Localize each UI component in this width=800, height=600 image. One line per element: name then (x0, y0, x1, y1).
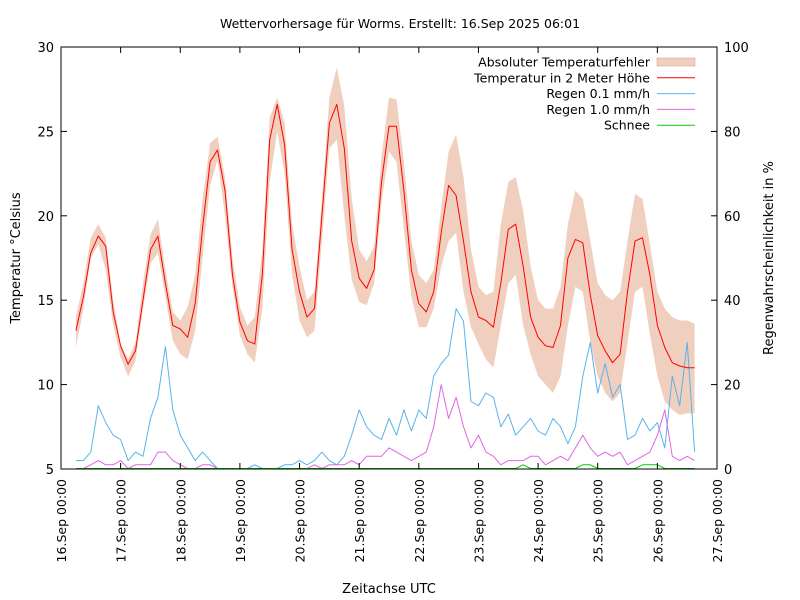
y-tick-label: 30 (37, 41, 54, 56)
legend-label: Schnee (604, 118, 650, 133)
y2-tick-label: 0 (724, 463, 732, 478)
legend-label: Regen 1.0 mm/h (546, 102, 650, 117)
y2-tick-label: 80 (724, 125, 741, 140)
y-tick-label: 20 (37, 210, 54, 225)
series-line-regen-1-0-mm-h (75, 384, 695, 469)
legend-swatch (656, 57, 696, 67)
y-axis-left: 5 10 15 20 25 30 (37, 41, 67, 478)
x-tick-label: 23.Sep 00:00 (471, 479, 486, 562)
y-axis-right: 0 20 40 60 80 100 (711, 41, 749, 478)
y-tick-label: 10 (37, 379, 54, 394)
y2-axis-label: Regenwahrscheinlichkeit in % (762, 161, 777, 355)
plot-area (75, 67, 696, 469)
series-line-temperatur-in-2-meter-h-he (75, 103, 695, 369)
y-tick-label: 5 (46, 463, 54, 478)
y2-tick-label: 60 (724, 210, 741, 225)
legend-label: Temperatur in 2 Meter Höhe (473, 70, 650, 85)
x-tick-label: 25.Sep 00:00 (591, 479, 606, 562)
series-line-schnee (75, 464, 695, 469)
x-axis-label: Zeitachse UTC (342, 582, 436, 597)
x-tick-label: 26.Sep 00:00 (650, 479, 665, 562)
chart-title: Wettervorhersage für Worms. Erstellt: 16… (220, 16, 580, 31)
y2-tick-label: 100 (724, 41, 749, 56)
x-tick-label: 16.Sep 00:00 (54, 479, 69, 562)
legend-label: Absoluter Temperaturfehler (478, 55, 651, 70)
x-tick-label: 17.Sep 00:00 (114, 479, 129, 562)
series-band-absoluter-temperaturfehler (75, 67, 695, 416)
series-line-regen-0-1-mm-h (75, 308, 696, 469)
x-tick-label: 19.Sep 00:00 (233, 479, 248, 562)
y-axis-label: Temperatur °Celsius (9, 192, 24, 325)
x-tick-label: 18.Sep 00:00 (173, 479, 188, 562)
x-tick-label: 22.Sep 00:00 (412, 479, 427, 562)
x-tick-label: 20.Sep 00:00 (293, 479, 308, 562)
plot-frame (60, 46, 718, 470)
x-tick-label: 27.Sep 00:00 (710, 479, 725, 562)
legend-label: Regen 0.1 mm/h (546, 86, 650, 101)
y2-tick-label: 40 (724, 294, 741, 309)
y-tick-label: 15 (37, 294, 54, 309)
y2-tick-label: 20 (724, 379, 741, 394)
x-axis: 16.Sep 00:00 17.Sep 00:00 18.Sep 00:00 19.S… (54, 47, 725, 562)
x-tick-label: 21.Sep 00:00 (352, 479, 367, 562)
y-tick-label: 25 (37, 125, 54, 140)
x-tick-label: 24.Sep 00:00 (531, 479, 546, 562)
